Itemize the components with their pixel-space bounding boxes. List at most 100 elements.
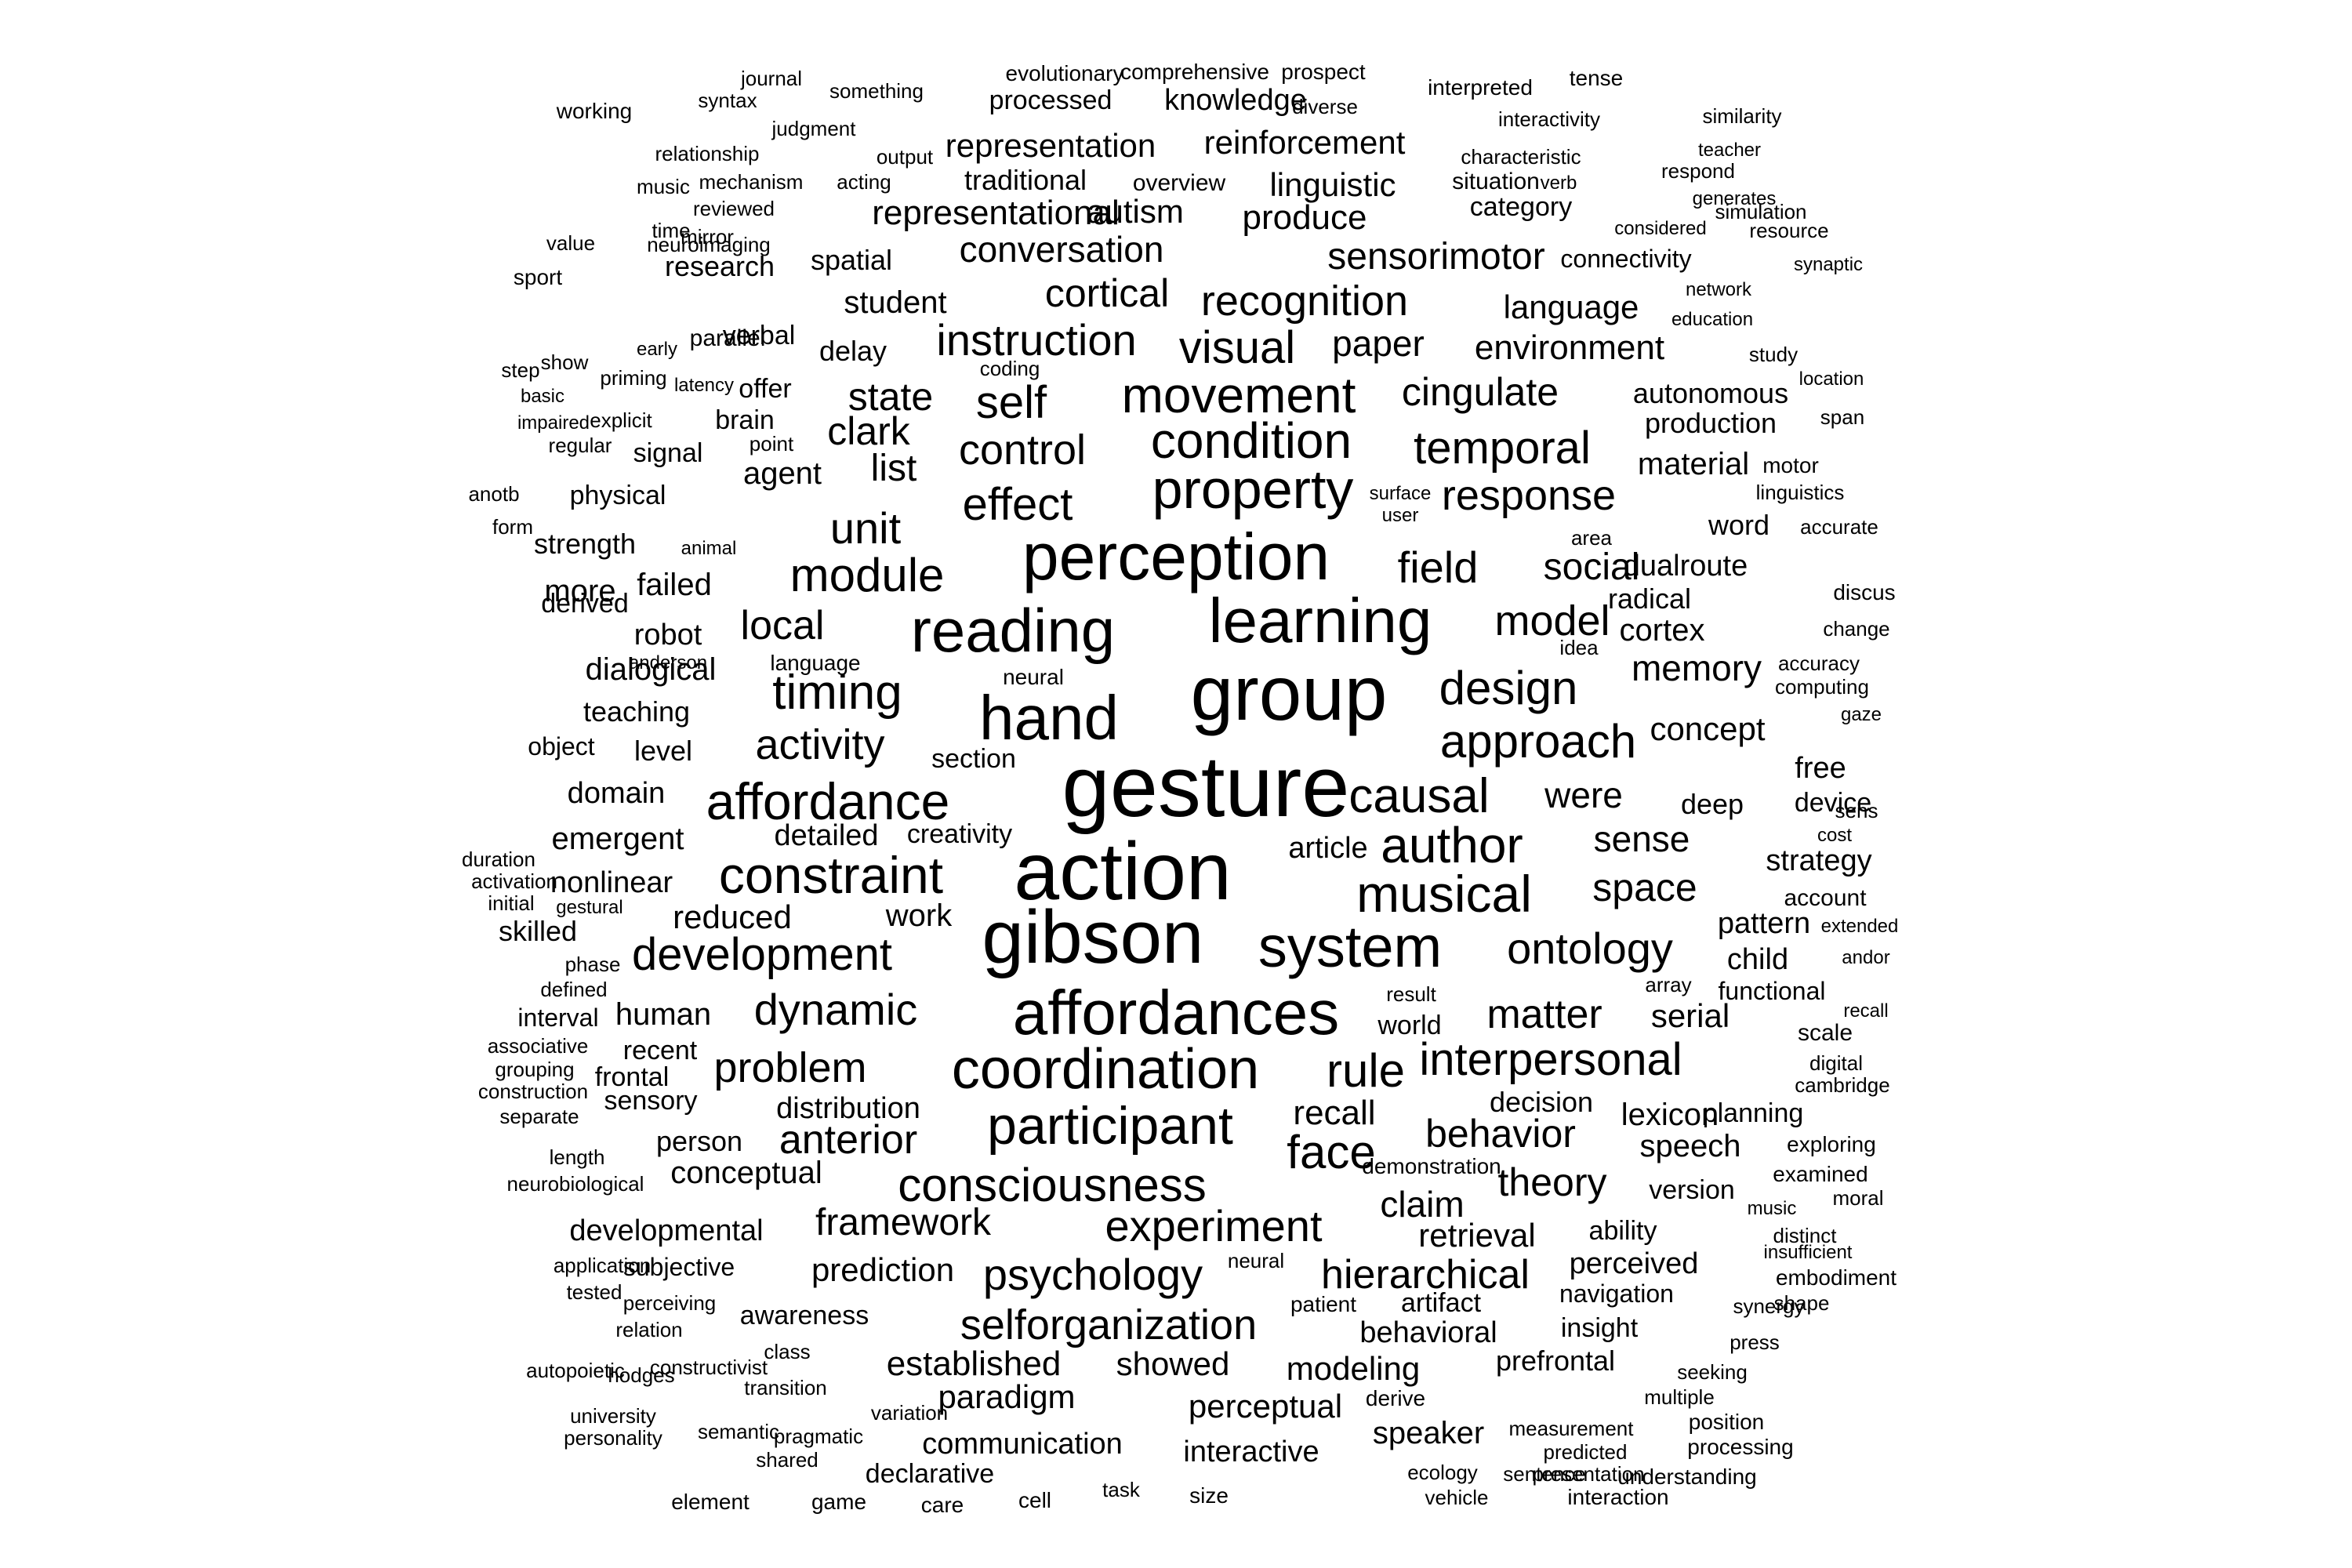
word-account: account (1784, 885, 1867, 911)
word-dynamic: dynamic (753, 985, 918, 1034)
word-task: task (1102, 1478, 1140, 1501)
word-nonlinear: nonlinear (550, 866, 673, 899)
word-variation: variation (870, 1401, 949, 1425)
word-andor: andor (1842, 947, 1890, 968)
word-planning: planning (1702, 1098, 1804, 1128)
word-artifact: artifact (1400, 1288, 1482, 1318)
word-generates: generates (1692, 188, 1777, 209)
word-basic: basic (520, 386, 565, 407)
word-location: location (1798, 368, 1864, 390)
word-perception: perception (1022, 520, 1330, 593)
word-deep: deep (1680, 788, 1744, 820)
word-material: material (1637, 447, 1750, 481)
word-concept: concept (1650, 710, 1766, 747)
word-cambridge: cambridge (1795, 1073, 1890, 1097)
word-recognition: recognition (1200, 278, 1409, 325)
word-teacher: teacher (1697, 140, 1762, 161)
word-step: step (501, 358, 540, 382)
word-sensorimotor: sensorimotor (1327, 236, 1545, 278)
word-music: music (1747, 1198, 1797, 1219)
word-delay: delay (818, 335, 887, 367)
word-work: work (885, 898, 953, 933)
word-coordination: coordination (951, 1038, 1260, 1101)
word-knowledge: knowledge (1164, 84, 1307, 117)
word-interpersonal: interpersonal (1419, 1034, 1682, 1085)
word-space: space (1592, 866, 1697, 909)
word-vehicle: vehicle (1425, 1486, 1489, 1509)
word-latency: latency (673, 375, 735, 396)
word-pattern: pattern (1717, 907, 1811, 940)
word-section: section (931, 744, 1016, 774)
word-reviewed: reviewed (692, 197, 775, 220)
word-control: control (958, 426, 1087, 474)
word-memory: memory (1631, 648, 1762, 688)
word-relationship: relationship (655, 142, 760, 165)
word-separate: separate (499, 1105, 579, 1128)
word-gesture: gesture (1062, 739, 1350, 835)
word-explicit: explicit (590, 408, 652, 432)
word-lexicon: lexicon (1621, 1098, 1719, 1132)
word-radical: radical (1607, 583, 1692, 615)
word-reading: reading (910, 596, 1116, 665)
word-produce: produce (1242, 198, 1367, 237)
word-robot: robot (633, 619, 702, 652)
word-shape: shape (1773, 1291, 1830, 1315)
word-modeling: modeling (1286, 1350, 1421, 1387)
word-patient: patient (1290, 1292, 1357, 1316)
word-causal: causal (1348, 769, 1490, 823)
word-consciousness: consciousness (898, 1159, 1207, 1211)
word-reduced: reduced (673, 898, 792, 935)
word-anotb: anotb (468, 482, 520, 506)
word-game: game (811, 1490, 867, 1514)
word-communication: communication (922, 1428, 1123, 1461)
word-domain: domain (567, 777, 666, 810)
word-cell: cell (1018, 1488, 1052, 1512)
word-prefrontal: prefrontal (1495, 1345, 1616, 1377)
word-tense: tense (1569, 66, 1624, 90)
word-social: social (1543, 546, 1640, 588)
word-design: design (1439, 662, 1578, 714)
word-hodges: hodges (608, 1363, 675, 1387)
word-sentence: sentence (1503, 1462, 1586, 1486)
word-situation: situation (1452, 169, 1540, 194)
word-language: language (770, 651, 861, 675)
word-multiple: multiple (1644, 1385, 1715, 1409)
word-representational: representational (872, 194, 1120, 232)
word-author: author (1381, 817, 1523, 873)
word-respond: respond (1661, 159, 1735, 183)
word-response: response (1441, 472, 1617, 519)
word-sense: sense (1593, 818, 1690, 859)
word-autism: autism (1087, 193, 1184, 230)
word-group: group (1190, 650, 1388, 736)
word-mechanism: mechanism (699, 170, 804, 194)
word-initial: initial (488, 891, 535, 915)
word-university: university (570, 1404, 656, 1428)
word-position: position (1688, 1410, 1765, 1434)
word-local: local (740, 603, 825, 648)
word-class: class (764, 1340, 811, 1363)
word-embodiment: embodiment (1775, 1265, 1897, 1290)
word-ability: ability (1588, 1216, 1657, 1246)
word-extended: extended (1820, 916, 1899, 937)
word-relation: relation (615, 1318, 683, 1341)
word-learning: learning (1208, 586, 1432, 655)
word-temporal: temporal (1414, 423, 1591, 474)
word-array: array (1645, 973, 1692, 996)
word-spatial: spatial (810, 244, 893, 276)
word-visual: visual (1178, 322, 1296, 373)
word-tested: tested (566, 1280, 622, 1304)
word-autopoietic: autopoietic (526, 1359, 625, 1382)
word-considered: considered (1614, 218, 1707, 239)
word-scale: scale (1797, 1020, 1853, 1046)
word-human: human (615, 997, 712, 1032)
word-serial: serial (1650, 997, 1730, 1034)
word-surface: surface (1369, 483, 1432, 504)
word-something: something (829, 79, 924, 103)
word-field: field (1397, 543, 1479, 592)
word-condition: condition (1150, 412, 1352, 469)
word-free: free (1795, 752, 1846, 785)
word-showed: showed (1116, 1345, 1230, 1382)
word-language: language (1503, 289, 1639, 325)
word-cingulate: cingulate (1401, 370, 1559, 414)
word-personality: personality (564, 1426, 662, 1450)
